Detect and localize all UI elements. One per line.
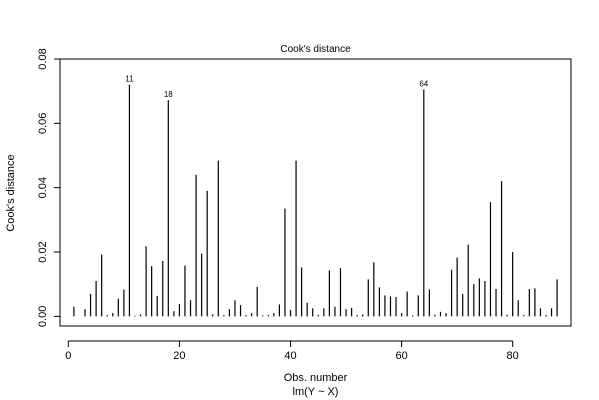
x-tick-label-0: 0	[65, 350, 71, 362]
y-tick-label-1: 0.02	[37, 241, 49, 262]
y-tick-label-2: 0.04	[37, 177, 49, 198]
annotations-group: 11 18 64	[125, 75, 429, 99]
point-label-11: 11	[125, 75, 134, 84]
y-tick-label-4: 0.08	[37, 48, 49, 69]
y-tick-label-3: 0.06	[37, 113, 49, 134]
x-axis-label: Obs. number	[284, 372, 348, 384]
x-axis-subtitle: lm(Y ~ X)	[293, 386, 339, 398]
point-label-18: 18	[164, 90, 173, 99]
x-tick-label-20: 20	[173, 350, 185, 362]
y-axis: 0.00 0.02 0.04 0.06 0.08	[37, 48, 61, 327]
y-axis-label: Cook's distance	[5, 154, 17, 231]
bars-group	[73, 84, 558, 317]
x-tick-label-60: 60	[395, 350, 407, 362]
chart-title: Cook's distance	[280, 44, 351, 55]
x-tick-label-40: 40	[284, 350, 296, 362]
point-label-64: 64	[419, 80, 428, 89]
x-axis: 0 20 40 60 80	[65, 340, 519, 362]
x-tick-label-80: 80	[507, 350, 519, 362]
y-tick-label-0: 0.00	[37, 306, 49, 327]
plot-frame	[59, 58, 572, 327]
